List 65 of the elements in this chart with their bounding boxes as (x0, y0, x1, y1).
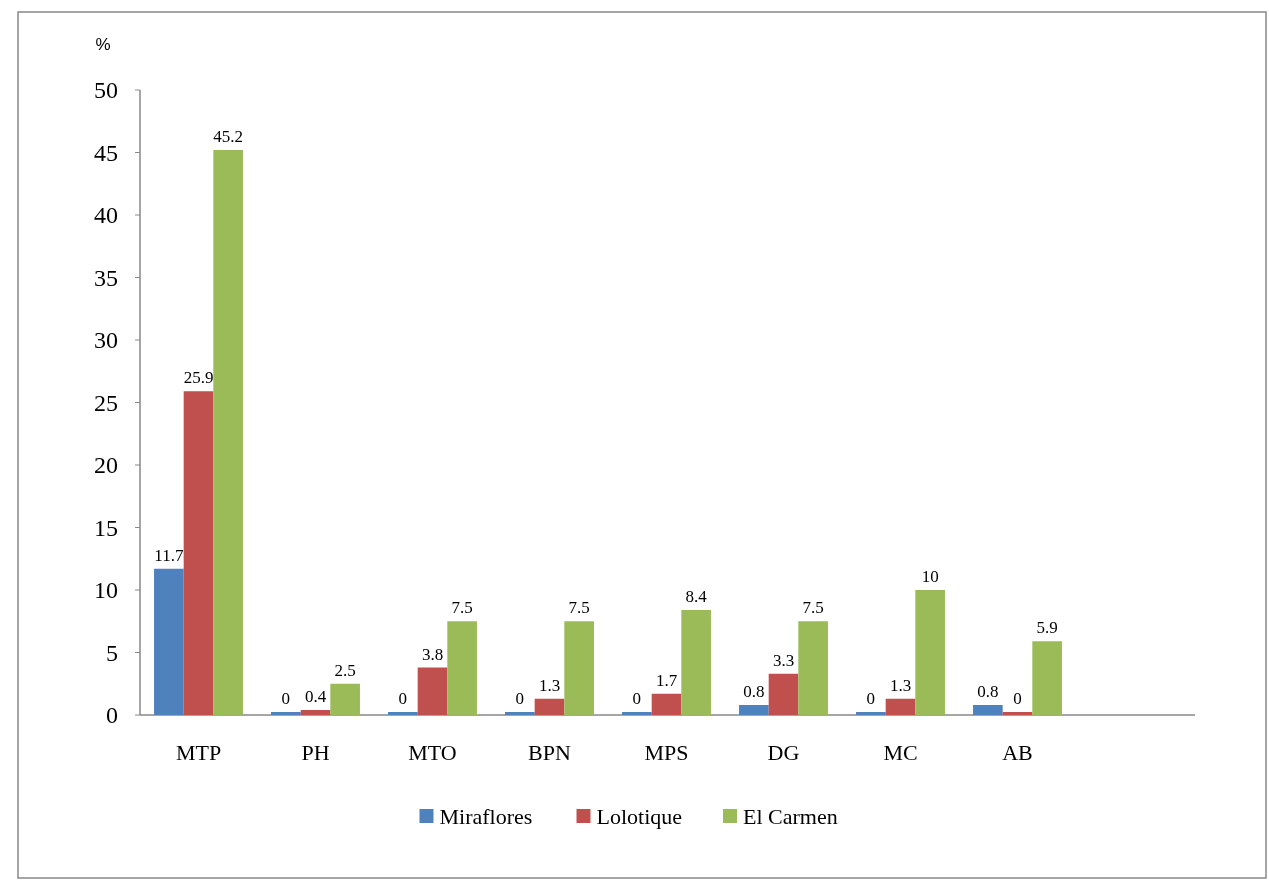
bar (330, 683, 360, 715)
data-label: 7.5 (451, 598, 473, 618)
bar (1032, 641, 1062, 715)
data-label: 11.7 (154, 545, 184, 565)
data-label: 0 (281, 689, 291, 708)
y-tick-label: 40 (94, 202, 118, 229)
y-tick-label: 5 (106, 639, 118, 666)
bar (915, 590, 945, 715)
x-tick-label: MTP (175, 740, 222, 765)
data-label: 2.5 (334, 660, 356, 680)
data-label: 1.3 (889, 675, 912, 695)
data-label: 3.8 (421, 644, 444, 664)
data-label: 1.7 (655, 670, 678, 690)
bar (681, 610, 711, 715)
data-label: 7.5 (802, 598, 824, 618)
data-label: 0 (1013, 689, 1022, 708)
bar (973, 705, 1003, 715)
bar (183, 391, 214, 715)
data-label: 3.3 (772, 650, 795, 670)
y-tick-label: 45 (94, 139, 118, 166)
x-tick-label: MTO (408, 740, 457, 765)
data-label: 1.3 (538, 675, 561, 695)
data-label: 5.9 (1036, 618, 1058, 638)
y-tick-label: 25 (94, 389, 118, 416)
data-label: 0 (515, 689, 525, 708)
data-label: 7.5 (568, 598, 590, 618)
y-tick-label: 20 (94, 452, 118, 479)
bar (768, 673, 799, 715)
data-label: 0.8 (743, 682, 765, 701)
bar (739, 705, 769, 715)
bar (447, 621, 477, 715)
bar (154, 568, 184, 715)
bar (417, 667, 448, 715)
bar (564, 621, 594, 715)
bar (213, 150, 243, 715)
bar (534, 698, 565, 715)
y-tick-label: 35 (94, 264, 118, 291)
y-tick-label: 10 (94, 577, 118, 604)
legend-label: Lolotique (596, 803, 683, 829)
y-tick-label: 0 (106, 702, 118, 729)
data-label: 25.9 (183, 368, 214, 388)
y-axis-title: % (95, 35, 111, 54)
x-tick-label: AB (1002, 740, 1033, 765)
y-tick-label: 30 (94, 327, 118, 354)
y-tick-label: 50 (94, 77, 118, 104)
data-label: 0 (632, 689, 642, 708)
data-label: 0 (398, 689, 408, 708)
data-label: 0.4 (304, 687, 327, 706)
x-tick-label: BPN (528, 740, 572, 765)
legend-label: Miraflores (439, 803, 533, 829)
data-label: 10 (921, 567, 939, 586)
x-tick-label: MC (883, 740, 918, 765)
data-label: 45.2 (213, 127, 244, 146)
bar (300, 710, 331, 715)
data-label: 8.4 (685, 587, 708, 606)
x-tick-label: PH (301, 740, 330, 765)
x-tick-label: DG (767, 740, 800, 765)
y-tick-label: 15 (94, 514, 118, 541)
bar (798, 621, 828, 715)
bar (651, 693, 682, 715)
bar (885, 698, 916, 715)
legend-label: El Carmen (743, 803, 838, 829)
data-label: 0 (866, 689, 876, 708)
x-tick-label: MPS (644, 740, 689, 765)
data-label: 0.8 (977, 682, 999, 701)
